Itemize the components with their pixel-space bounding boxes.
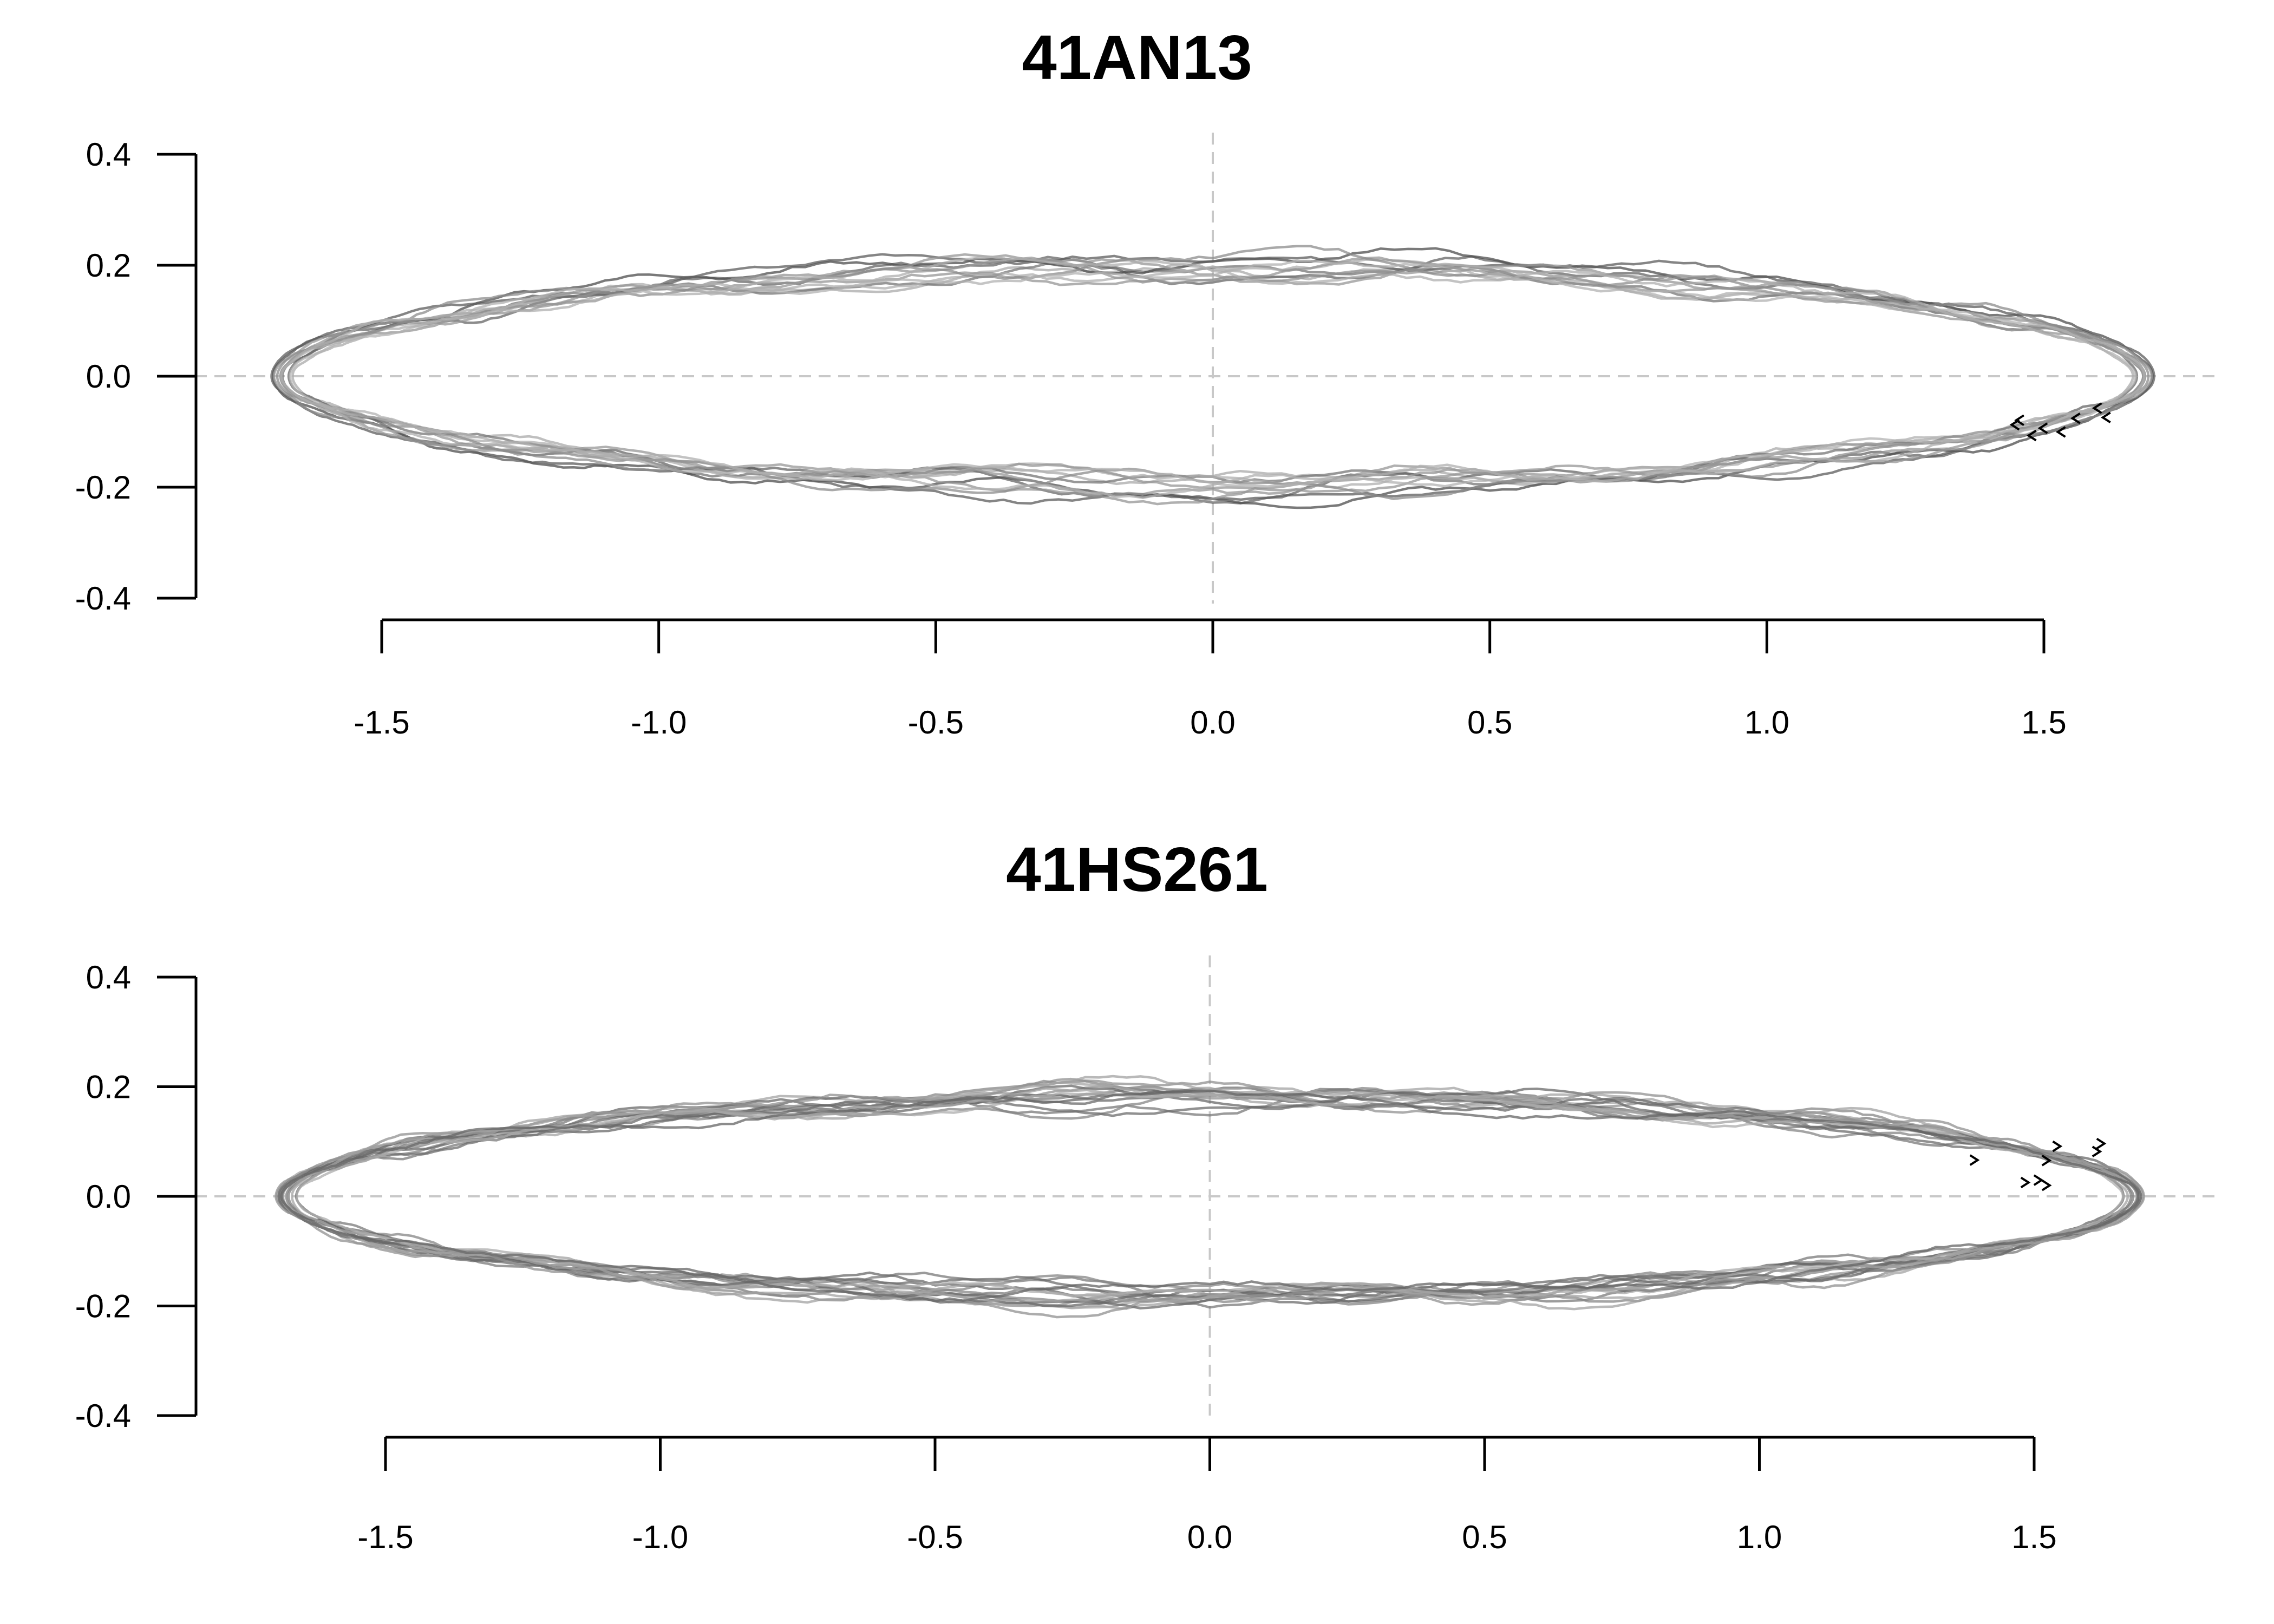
y-tick-label: -0.4 <box>75 1398 131 1434</box>
x-tick-label: 0.5 <box>1462 1519 1507 1555</box>
trace-arrow-mark <box>2014 414 2024 426</box>
trace-arrow-mark <box>2033 1174 2044 1186</box>
chart-title: 41HS261 <box>1006 834 1268 905</box>
x-tick-label: 1.0 <box>1737 1519 1782 1555</box>
trace-line <box>295 1091 2125 1300</box>
trace-arrow-mark <box>2041 1180 2052 1191</box>
trace-arrow-mark <box>1969 1154 1980 1166</box>
chart-title: 41AN13 <box>1022 22 1252 93</box>
x-tick-label: -0.5 <box>908 704 964 741</box>
x-tick-label: -1.0 <box>632 1519 688 1555</box>
trace-line <box>270 253 2155 505</box>
chart-panel-41AN13: 41AN13 0.4 0.2 0.0 -0.2 -0.4 -1.5 -1.0 -0.5 0.0 0… <box>75 22 2220 741</box>
x-tick-label: 1.5 <box>2011 1519 2056 1555</box>
y-tick-label: -0.2 <box>75 469 131 506</box>
y-tick-label: 0.4 <box>86 959 131 996</box>
x-tick-label: -1.0 <box>631 704 687 741</box>
trace-arrow-mark <box>2026 429 2037 442</box>
x-tick-label: 1.5 <box>2021 704 2066 741</box>
y-tick-label: 0.2 <box>86 247 131 284</box>
y-tick-label: 0.4 <box>86 136 131 173</box>
y-tick-label: -0.4 <box>75 580 131 617</box>
trace-line <box>276 245 2150 500</box>
trace-arrow-mark <box>2070 412 2081 424</box>
chart-plot-area: 0.4 0.2 0.0 -0.2 -0.4 -1.5 -1.0 -0.5 0.0 0.5 1.0 1.… <box>75 133 2220 741</box>
trace-arrow-mark <box>2041 1155 2052 1167</box>
x-tick-label: 1.0 <box>1744 704 1789 741</box>
trace-arrow-mark <box>2092 1145 2102 1157</box>
trace-line <box>280 256 2146 499</box>
y-tick-label: 0.0 <box>86 358 131 395</box>
trace-arrow-mark <box>2101 411 2111 423</box>
y-tick-label: 0.0 <box>86 1178 131 1215</box>
x-tick-label: 0.5 <box>1467 704 1512 741</box>
chart-panel-41HS261: 41HS261 0.4 0.2 0.0 -0.2 -0.4 -1.5 -1.0 -0.5 0.0… <box>0 812 2274 1624</box>
trace-arrow-mark <box>2020 1176 2031 1189</box>
y-tick-label: -0.2 <box>75 1288 131 1325</box>
y-tick-label: 0.2 <box>86 1069 131 1105</box>
trace-arrow-mark <box>2055 426 2066 438</box>
x-tick-label: 0.0 <box>1187 1519 1232 1555</box>
trace-arrow-mark <box>2096 1137 2107 1150</box>
trace-arrow-mark <box>2092 402 2102 414</box>
x-tick-label: -1.5 <box>354 704 409 741</box>
chart-plot-area: 0.4 0.2 0.0 -0.2 -0.4 -1.5 -1.0 -0.5 0.0 0.5 1.0 1.… <box>75 955 2220 1555</box>
x-tick-label: 0.0 <box>1190 704 1235 741</box>
trace-arrow-mark <box>2052 1140 2063 1152</box>
x-tick-label: -1.5 <box>357 1519 413 1555</box>
trace-line <box>280 1090 2140 1302</box>
x-tick-label: -0.5 <box>907 1519 963 1555</box>
trace-arrow-mark <box>2037 422 2048 434</box>
